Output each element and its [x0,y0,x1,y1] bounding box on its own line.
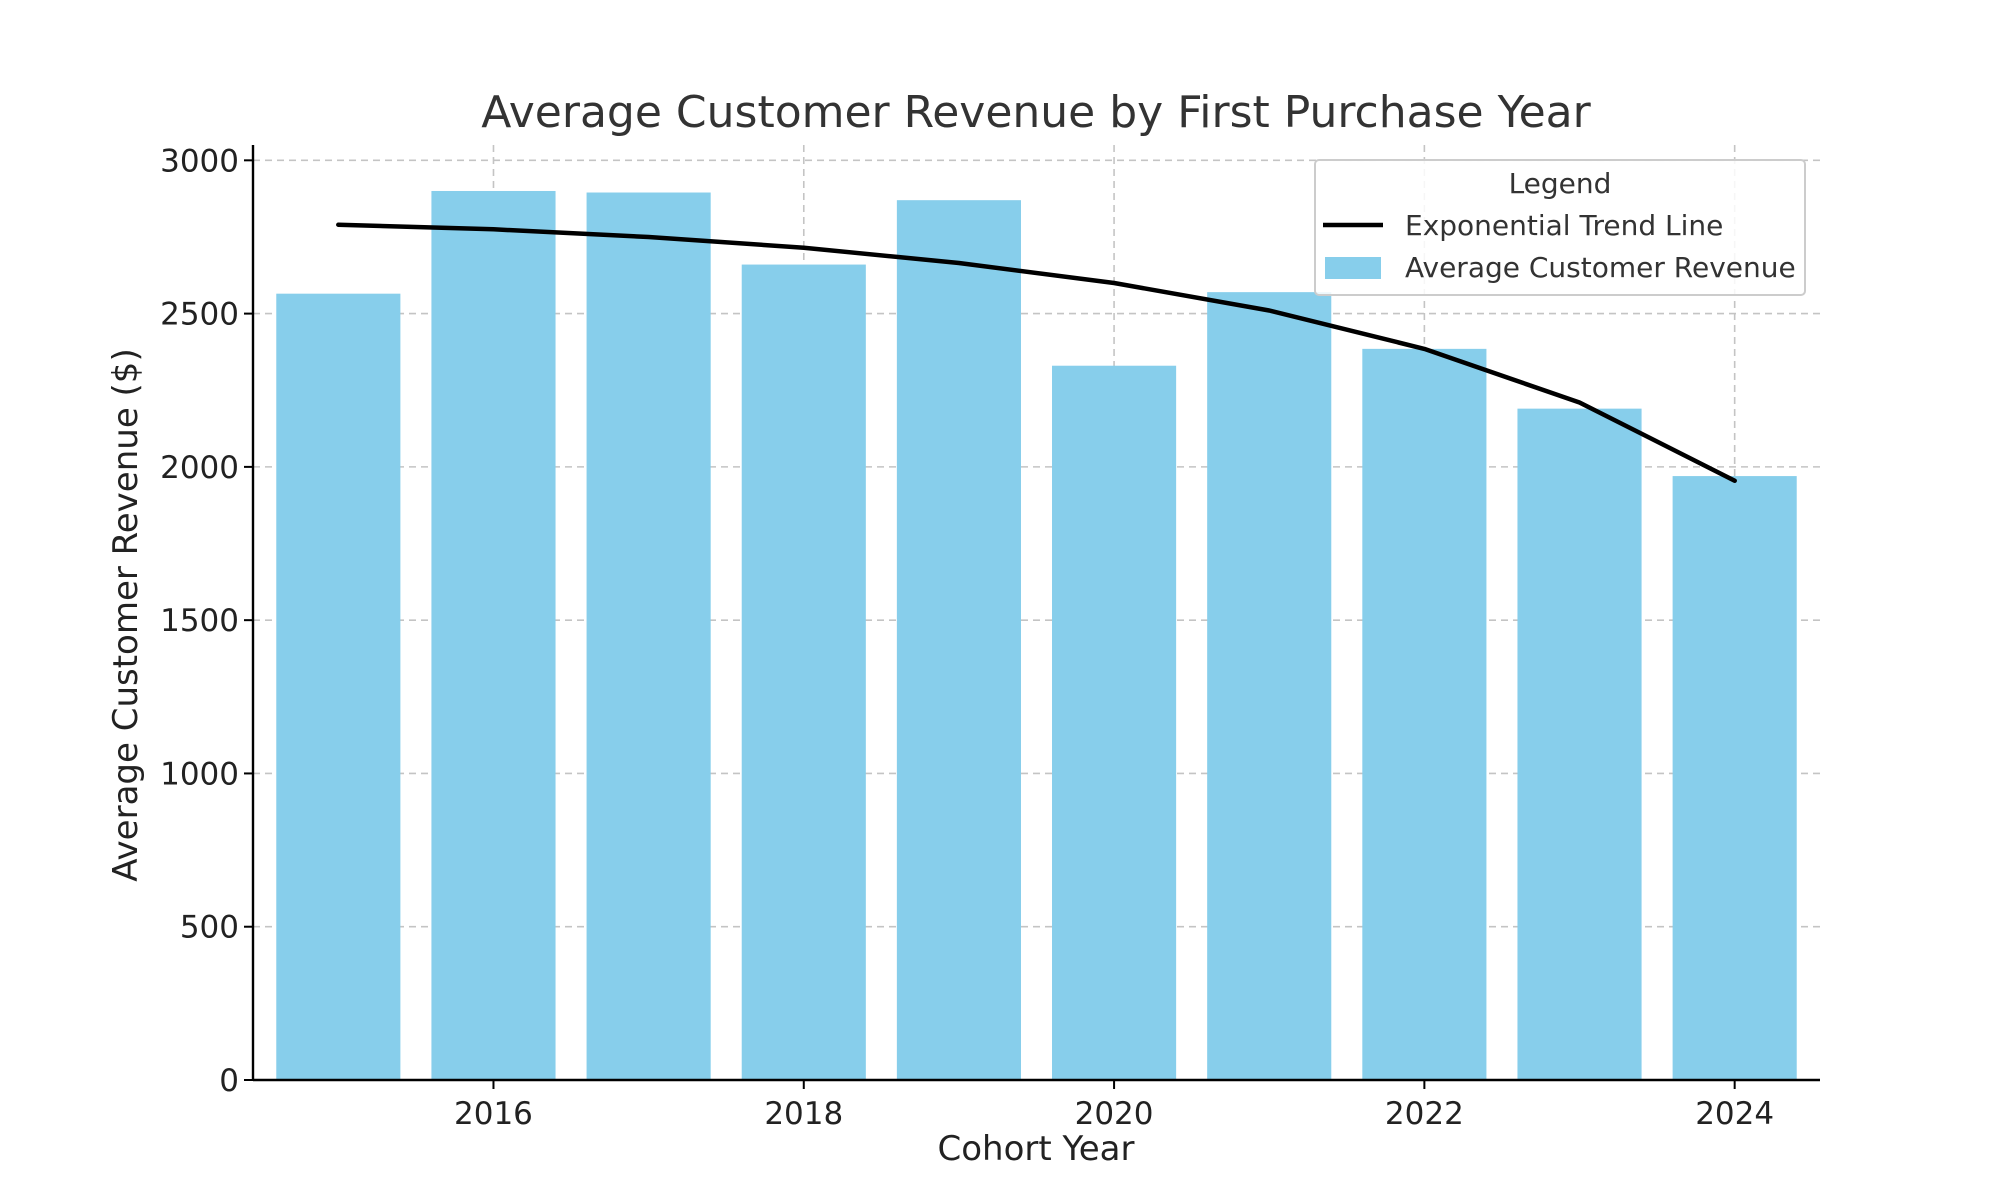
x-tick-labels: 2016 2018 2020 2022 2024 [454,1096,1774,1132]
y-tick-label: 3000 [160,143,239,179]
y-tick-label: 2000 [160,450,239,486]
legend-label-bars: Average Customer Revenue [1405,251,1796,284]
trend-line [336,222,1737,483]
legend-label-trend: Exponential Trend Line [1405,209,1723,242]
bar-2023 [1517,408,1642,1080]
bar-2022 [1362,348,1487,1080]
trend-line-layer [336,222,1737,483]
chart-title: Average Customer Revenue by First Purcha… [481,87,1591,138]
legend-title: Legend [1509,167,1612,200]
y-tick-label: 1000 [160,756,239,792]
x-tick-label: 2016 [454,1096,533,1132]
bar-2015 [276,293,401,1081]
legend-box [1314,159,1806,296]
bars-layer [276,190,1797,1081]
x-tick-label: 2024 [1695,1096,1774,1132]
legend-bar-swatch [1325,257,1381,279]
x-tick-label: 2020 [1075,1096,1154,1132]
bar-2017 [586,192,711,1081]
bar-2018 [741,264,866,1080]
bar-2020 [1052,365,1177,1080]
y-tick-label: 2500 [160,297,239,333]
axes-layer [244,145,1820,1089]
x-tick-label: 2022 [1385,1096,1464,1132]
bar-2024 [1672,476,1797,1080]
bar-2021 [1207,292,1332,1080]
y-axis-label: Average Customer Revenue ($) [106,348,146,881]
legend: Legend Exponential Trend Line Average Cu… [1314,159,1806,296]
y-tick-label: 1500 [160,603,239,639]
x-tick-label: 2018 [764,1096,843,1132]
y-tick-label: 0 [219,1063,239,1099]
bar-2016 [431,190,556,1080]
x-axis-label: Cohort Year [938,1129,1135,1169]
y-tick-label: 500 [180,910,239,946]
y-tick-labels: 0 500 1000 1500 2000 2500 3000 [160,143,239,1099]
bar-2019 [896,200,1021,1081]
